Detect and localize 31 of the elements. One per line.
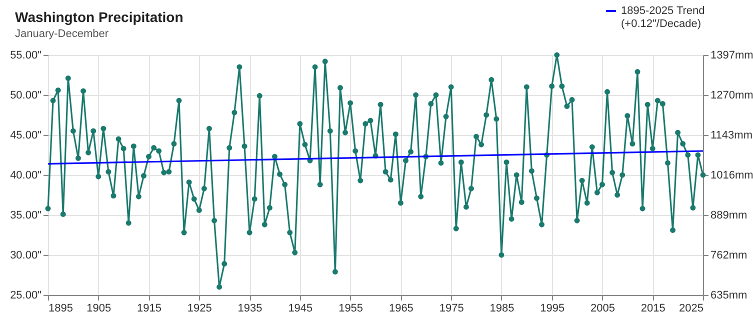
y2-tick-label: 1143mm [710, 130, 752, 142]
chart-title: Washington Precipitation [15, 9, 184, 25]
x-tick-label: 2015 [640, 302, 666, 314]
y-tick-label: 50.00" [10, 90, 42, 102]
y2-tick-label: 1397mm [710, 50, 753, 62]
x-tick-label: 1995 [540, 302, 565, 314]
y2-tick-label: 635mm [710, 290, 748, 302]
x-tick-label: 1935 [238, 302, 262, 314]
x-tick-label: 1955 [338, 302, 364, 314]
y-tick-label: 35.00" [10, 210, 42, 222]
y2-tick-label: 889mm [710, 210, 748, 222]
x-tick-label: 2005 [590, 302, 615, 314]
y-tick-label: 45.00" [10, 130, 42, 142]
x-tick-label: 1925 [187, 302, 212, 314]
y2-tick-label: 1270mm [710, 90, 753, 102]
legend-label: 1895-2025 Trend (+0.12"/Decade) [621, 5, 705, 30]
x-tick-label: 1945 [288, 302, 313, 314]
x-tick-label: 1905 [86, 302, 112, 314]
x-tick-label: 1895 [48, 302, 73, 314]
x-tick-label: 1975 [439, 302, 464, 314]
y2-tick-label: 1016mm [710, 170, 753, 182]
chart-subtitle: January-December [15, 28, 109, 40]
y-tick-label: 55.00" [10, 50, 42, 62]
y-tick-label: 25.00" [10, 290, 42, 302]
x-tick-label: 1965 [388, 302, 414, 314]
x-tick-label: 1915 [137, 302, 162, 314]
x-tick-label: 1985 [490, 302, 514, 314]
y2-tick-label: 762mm [710, 250, 748, 262]
y-tick-label: 30.00" [10, 250, 42, 262]
x-tick-label: 2025 [679, 302, 704, 314]
y-tick-label: 40.00" [10, 170, 42, 182]
